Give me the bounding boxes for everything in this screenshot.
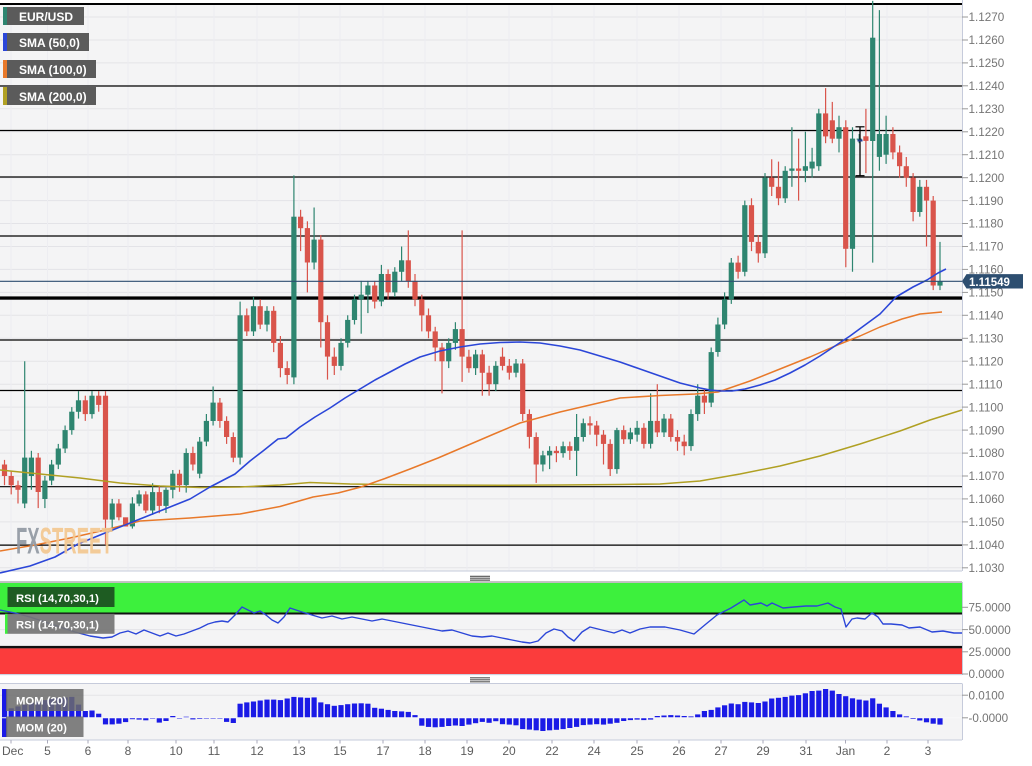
svg-text:29: 29 [756, 744, 770, 758]
svg-text:10: 10 [169, 744, 183, 758]
svg-text:RSI (14,70,30,1): RSI (14,70,30,1) [16, 593, 99, 605]
svg-text:1.1110: 1.1110 [969, 378, 1004, 391]
svg-text:1.11549: 1.11549 [969, 277, 1010, 289]
svg-text:75.0000: 75.0000 [969, 602, 1012, 615]
svg-text:1.1140: 1.1140 [969, 310, 1004, 323]
svg-text:1.1030: 1.1030 [969, 562, 1005, 575]
svg-text:SMA (200,0): SMA (200,0) [19, 90, 87, 104]
svg-text:1.1180: 1.1180 [969, 218, 1004, 231]
svg-text:1.1210: 1.1210 [969, 149, 1005, 162]
svg-text:25.0000: 25.0000 [969, 646, 1012, 659]
svg-text:3: 3 [925, 744, 932, 758]
svg-text:1.1060: 1.1060 [969, 493, 1005, 506]
svg-text:0.0100: 0.0100 [969, 689, 1005, 702]
svg-text:18: 18 [418, 744, 432, 758]
svg-text:19: 19 [460, 744, 474, 758]
svg-text:1.1170: 1.1170 [969, 241, 1004, 254]
svg-text:1.1080: 1.1080 [969, 447, 1005, 460]
svg-text:13: 13 [292, 744, 306, 758]
svg-text:24: 24 [587, 744, 601, 758]
svg-text:1.1230: 1.1230 [969, 103, 1005, 116]
svg-text:1.1070: 1.1070 [969, 470, 1005, 483]
svg-text:6: 6 [85, 744, 92, 758]
svg-text:1.1270: 1.1270 [969, 11, 1005, 24]
svg-text:5: 5 [44, 744, 51, 758]
svg-text:8: 8 [125, 744, 132, 758]
svg-text:12: 12 [250, 744, 264, 758]
svg-text:27: 27 [714, 744, 728, 758]
svg-text:1.1150: 1.1150 [969, 287, 1004, 300]
svg-text:EUR/USD: EUR/USD [19, 10, 73, 24]
svg-text:17: 17 [376, 744, 390, 758]
svg-text:1.1260: 1.1260 [969, 34, 1005, 47]
svg-text:31: 31 [799, 744, 813, 758]
svg-text:22: 22 [545, 744, 559, 758]
svg-text:1.1050: 1.1050 [969, 516, 1005, 529]
svg-text:1.1120: 1.1120 [969, 355, 1004, 368]
svg-text:1.1090: 1.1090 [969, 424, 1005, 437]
svg-text:1.1240: 1.1240 [969, 80, 1005, 93]
svg-text:50.0000: 50.0000 [969, 624, 1012, 637]
svg-text:RSI (14,70,30,1): RSI (14,70,30,1) [16, 620, 99, 632]
svg-text:MOM (20): MOM (20) [16, 696, 67, 708]
svg-text:1.1220: 1.1220 [969, 126, 1005, 139]
svg-text:SMA (50,0): SMA (50,0) [19, 36, 80, 50]
svg-text:11: 11 [208, 744, 221, 758]
svg-text:1.1190: 1.1190 [969, 195, 1004, 208]
svg-text:1.1160: 1.1160 [969, 264, 1004, 277]
svg-text:FXSTREET: FXSTREET [16, 522, 113, 562]
svg-text:1.1200: 1.1200 [969, 172, 1005, 185]
svg-text:1.1040: 1.1040 [969, 539, 1005, 552]
svg-text:Jan: Jan [836, 744, 855, 758]
svg-text:25: 25 [630, 744, 644, 758]
svg-text:1.1250: 1.1250 [969, 57, 1005, 70]
svg-text:1.1100: 1.1100 [969, 401, 1004, 414]
svg-text:Dec: Dec [2, 744, 23, 758]
svg-text:26: 26 [672, 744, 686, 758]
svg-text:1.1130: 1.1130 [969, 333, 1004, 346]
svg-text:0.0000: 0.0000 [969, 668, 1005, 681]
svg-text:2: 2 [884, 744, 891, 758]
svg-text:15: 15 [333, 744, 347, 758]
svg-text:MOM (20): MOM (20) [16, 722, 67, 734]
svg-text:20: 20 [502, 744, 516, 758]
svg-text:-0.0000: -0.0000 [969, 712, 1009, 725]
svg-text:SMA (100,0): SMA (100,0) [19, 63, 87, 77]
